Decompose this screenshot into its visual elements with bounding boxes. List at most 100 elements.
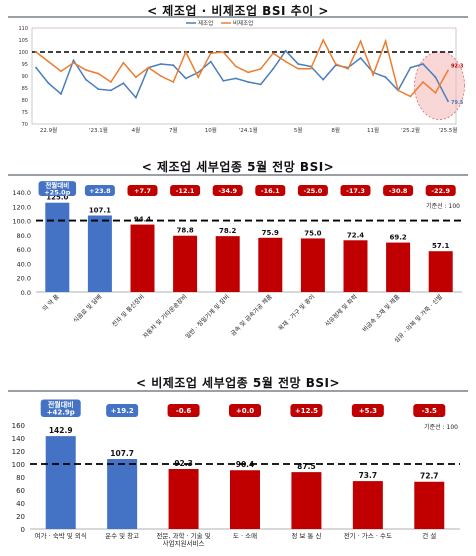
x-tick-label: '23.1월 <box>89 126 108 134</box>
change-badge <box>212 185 243 196</box>
y-tick-label: 160 <box>12 422 25 430</box>
manufacturing-series-line <box>35 49 449 102</box>
bar-value-label: 75.9 <box>262 229 279 237</box>
manufacturing-data-point <box>134 96 137 99</box>
category-label: 금속 및 금속가공 제품 <box>229 292 274 337</box>
legend-manufacturing-label: 제조업 <box>198 19 213 27</box>
manufacturing-data-point <box>222 79 225 82</box>
non-manufacturing-bsi-bar-chart: 0 20 40 60 80 100 120 140 160 기준선 : 100 142.9 전월대비 +… <box>12 399 460 548</box>
x-tick-label: '25.5월 <box>439 126 458 134</box>
manufacturing-data-point <box>409 66 412 69</box>
change-badge-label: +0.0 <box>236 407 254 415</box>
bar <box>107 458 138 529</box>
manufacturing-data-point <box>359 57 362 59</box>
non-manufacturing-data-point <box>85 69 87 71</box>
non-manufacturing-data-point <box>422 81 424 83</box>
bar-value-label: 142.9 <box>49 426 73 435</box>
bar <box>386 242 411 292</box>
non-manufacturing-data-point <box>372 73 374 76</box>
manufacturing-data-point <box>60 93 62 95</box>
manufacturing-data-point <box>209 60 212 63</box>
bar <box>428 251 453 292</box>
x-tick-label: 11월 <box>367 126 379 134</box>
manufacturing-data-point <box>422 63 424 65</box>
bar <box>87 215 112 292</box>
baseline-note: 기준선 : 100 <box>426 202 460 210</box>
bar-value-label: 92.3 <box>174 459 193 468</box>
bar-value-label: 78.2 <box>219 227 236 235</box>
change-badge <box>40 399 81 417</box>
bar <box>258 237 283 292</box>
y-tick-label: 120.0 <box>12 203 31 211</box>
change-badge <box>290 404 323 417</box>
change-badge-label: +19.2 <box>111 407 134 415</box>
bar-value-label: 72.7 <box>420 472 439 481</box>
non-manufacturing-data-point <box>172 81 175 83</box>
non-manufacturing-data-point <box>284 60 287 63</box>
change-badge-label: +23.8 <box>89 187 111 195</box>
change-badge-label: -3.5 <box>422 407 437 415</box>
change-badge-label: -16.1 <box>261 187 280 195</box>
manufacturing-data-point <box>247 81 250 83</box>
y-tick-label: 100.0 <box>12 218 31 226</box>
x-tick-label: 7월 <box>169 126 178 134</box>
bar-value-label: 107.7 <box>110 449 134 458</box>
manufacturing-data-point <box>97 88 100 91</box>
bar <box>414 481 445 529</box>
bar <box>300 238 325 292</box>
category-label: 비금속 소재 및 제품 <box>361 292 402 333</box>
y-tick-label: 100 <box>18 50 28 56</box>
non-manufacturing-data-point <box>334 63 337 65</box>
x-tick-label: 22.9월 <box>40 126 57 134</box>
manufacturing-data-point <box>272 67 275 70</box>
y-tick-label: 90 <box>22 74 28 80</box>
non-manufacturing-data-point <box>322 39 325 41</box>
manufacturing-data-point <box>85 78 87 81</box>
change-badge <box>106 404 139 417</box>
non-manufacturing-data-point <box>209 52 212 55</box>
bar <box>291 472 322 529</box>
change-badge-label: -25.0 <box>304 187 323 195</box>
manufacturing-data-point <box>197 71 200 74</box>
line-chart-title: < 제조업 · 비제조업 BSI 추이 > <box>147 4 329 18</box>
change-badge-label: -17.3 <box>346 187 365 195</box>
non-manufacturing-end-label: 92.3 <box>451 63 464 69</box>
non-manufacturing-data-point <box>297 67 300 70</box>
bar-value-label: 72.4 <box>347 231 364 239</box>
manufacturing-data-point <box>322 78 325 81</box>
bar <box>352 481 383 529</box>
manufacturing-data-point <box>384 76 387 79</box>
bar-value-label: 78.8 <box>176 227 193 235</box>
change-badge <box>229 404 261 417</box>
non-manufacturing-data-point <box>110 81 112 83</box>
change-badge <box>84 185 115 196</box>
change-badge <box>297 185 328 196</box>
manufacturing-data-point <box>284 49 287 52</box>
manufacturing-data-point <box>122 82 125 85</box>
non-manufacturing-data-point <box>147 66 150 69</box>
change-badge-label: -0.6 <box>176 407 191 415</box>
change-badge <box>38 181 77 196</box>
category-label: 자동차 및 기타운송장비 <box>141 293 188 340</box>
y-tick-label: 75 <box>22 110 28 116</box>
category-label: 전문, 과학 · 기술 및 사업지원서비스 <box>156 531 210 548</box>
manufacturing-data-point <box>35 66 37 69</box>
non-manufacturing-data-point <box>97 72 100 75</box>
bar <box>230 470 260 529</box>
change-badge <box>351 404 384 417</box>
bar-value-label: 75.0 <box>304 229 321 237</box>
non-manufacturing-data-point <box>184 51 187 53</box>
category-label: 전기 · 가스 · 수도 <box>344 531 392 540</box>
y-tick-label: 100 <box>12 461 25 469</box>
bar <box>45 436 76 529</box>
bar-value-label: 87.5 <box>297 462 316 471</box>
category-label: 도 · 소매 <box>233 532 257 540</box>
x-tick-label: 10월 <box>205 126 217 134</box>
change-badge-label: -22.9 <box>431 187 450 195</box>
category-label: 의 약 품 <box>41 292 61 312</box>
y-tick-label: 20.0 <box>17 275 31 283</box>
manufacturing-data-point <box>259 83 262 86</box>
bsi-trend-line-chart: 70 75 80 85 90 95 100 105 110 92.3 79.5 제조업 비제조업 22.9… <box>18 19 465 134</box>
y-tick-label: 95 <box>22 62 28 68</box>
change-badge-label: 전월대비 +25.0p <box>44 181 70 197</box>
